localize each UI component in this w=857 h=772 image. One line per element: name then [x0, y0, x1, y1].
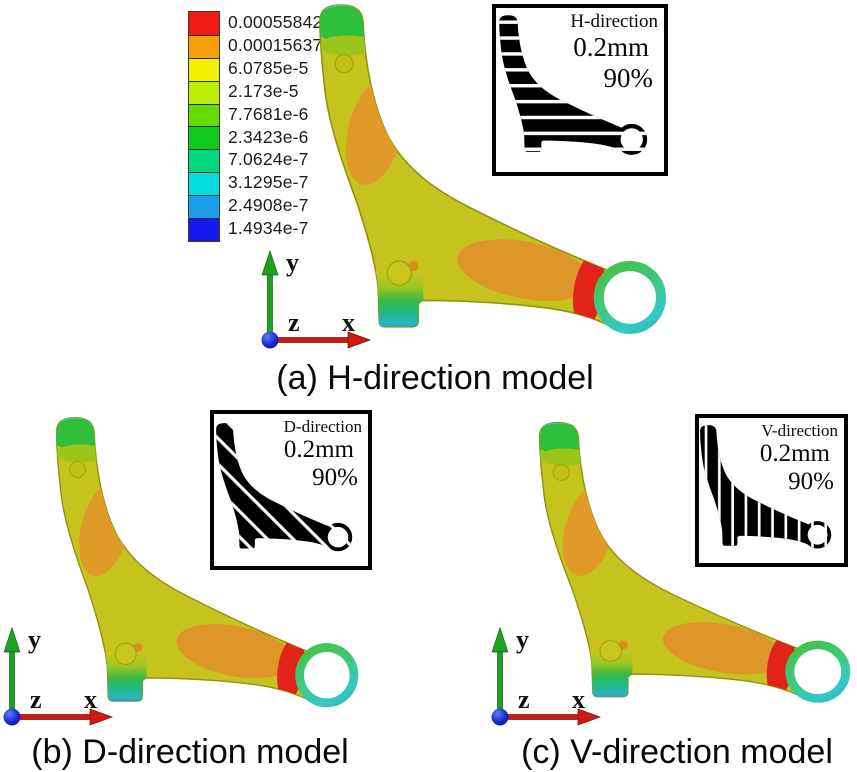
d-hatch-silhouette-icon	[215, 422, 353, 556]
legend-color-swatch	[189, 149, 219, 173]
legend-color-swatch	[189, 34, 219, 58]
legend-color-swatch	[189, 80, 219, 104]
caption-panel-c: (c) V-direction model	[521, 733, 833, 771]
legend-value: 6.0785e-5	[228, 57, 309, 78]
legend-value: 0.00055842	[228, 12, 323, 32]
y-axis-label: y	[28, 625, 41, 654]
legend-color-bar	[188, 11, 220, 242]
y-axis-label: y	[286, 248, 299, 277]
inset-d-text: D-direction 0.2mm 90%	[284, 417, 362, 492]
x-axis-label: x	[572, 685, 585, 714]
legend-color-swatch	[189, 195, 219, 219]
legend-color-swatch	[189, 218, 219, 241]
inset-title: V-direction	[761, 421, 838, 440]
coordinate-triad: y z x	[491, 625, 602, 726]
z-axis-sphere-icon	[3, 708, 21, 726]
z-axis-label: z	[30, 685, 42, 714]
z-axis-sphere-icon	[261, 331, 279, 349]
inset-percent: 90%	[788, 468, 834, 496]
y-axis-arrow-icon	[267, 272, 273, 341]
inset-d-direction: D-direction 0.2mm 90%	[210, 410, 372, 570]
y-axis-arrow-icon	[9, 649, 15, 718]
legend-value: 0.00015637	[228, 34, 323, 55]
inset-percent: 90%	[312, 464, 358, 492]
x-axis-arrow-icon	[11, 714, 91, 720]
x-axis-arrow-icon	[499, 714, 579, 720]
coordinate-triad: y z x	[261, 248, 372, 349]
inset-h-text: H-direction 0.2mm 90%	[570, 11, 658, 93]
inset-percent: 90%	[603, 62, 654, 93]
legend-color-swatch	[189, 103, 219, 127]
inset-title: D-direction	[283, 417, 362, 436]
inset-offset: 0.2mm	[283, 436, 354, 464]
h-hatch-silhouette-icon	[498, 14, 648, 155]
x-axis-label: x	[84, 685, 97, 714]
x-axis-arrow-icon	[269, 337, 349, 343]
legend-color-swatch	[189, 12, 219, 35]
z-axis-sphere-icon	[491, 708, 509, 726]
inset-h-direction: H-direction 0.2mm 90%	[492, 4, 668, 176]
z-axis-label: z	[518, 685, 530, 714]
y-axis-arrow-icon	[497, 649, 503, 718]
contour-legend: 0.00055842 0.00015637 6.0785e-5 2.173e-5 7.7…	[188, 8, 322, 248]
legend-value: 7.7681e-6	[228, 103, 309, 124]
v-hatch-silhouette-icon	[699, 424, 832, 553]
legend-value: 1.4934e-7	[228, 218, 309, 239]
y-axis-label: y	[516, 625, 529, 654]
x-axis-label: x	[342, 308, 355, 337]
caption-panel-b: (b) D-direction model	[31, 733, 349, 771]
inset-title: H-direction	[570, 11, 658, 32]
legend-labels: 0.00055842 0.00015637 6.0785e-5 2.173e-5 7.7…	[228, 8, 323, 248]
coordinate-triad: y z x	[3, 625, 114, 726]
caption-panel-a: (a) H-direction model	[276, 359, 594, 397]
legend-color-swatch	[189, 57, 219, 81]
legend-color-swatch	[189, 126, 219, 150]
z-axis-label: z	[288, 308, 300, 337]
legend-value: 2.173e-5	[228, 80, 299, 101]
legend-value: 2.3423e-6	[228, 126, 309, 147]
inset-v-direction: V-direction 0.2mm 90%	[695, 414, 848, 567]
inset-offset: 0.2mm	[573, 32, 649, 63]
legend-color-swatch	[189, 172, 219, 196]
legend-value: 3.1295e-7	[228, 172, 309, 193]
inset-offset: 0.2mm	[759, 440, 830, 468]
inset-v-text: V-direction 0.2mm 90%	[760, 421, 838, 496]
legend-value: 7.0624e-7	[228, 149, 309, 170]
legend-value: 2.4908e-7	[228, 195, 309, 216]
